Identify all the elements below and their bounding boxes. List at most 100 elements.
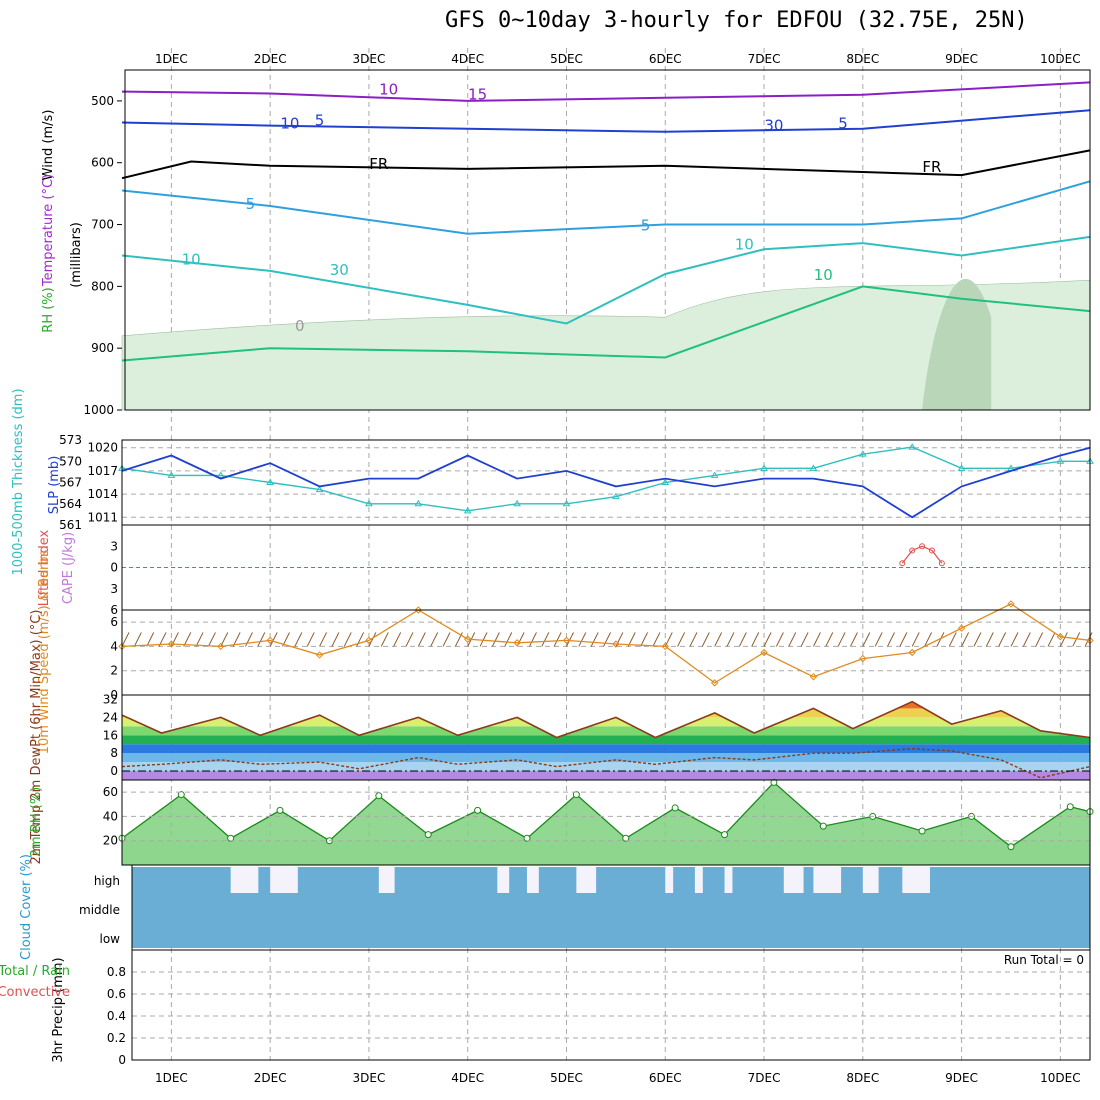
wind-barb xyxy=(763,632,772,647)
wind-speed-point xyxy=(1007,600,1015,608)
rh-tick-label: 20 xyxy=(103,834,118,848)
wind-barb xyxy=(578,632,587,647)
date-label-bottom: 2DEC xyxy=(254,1071,287,1085)
wind-barb xyxy=(430,632,439,647)
wind-barb xyxy=(1059,632,1068,647)
cloud-level-label: high xyxy=(94,874,120,888)
wind-barb xyxy=(973,632,982,647)
cape-point xyxy=(928,547,935,554)
thickness-point xyxy=(611,492,620,500)
wind-barb xyxy=(417,632,426,647)
cloud-level-label: middle xyxy=(79,903,120,917)
wind-barb xyxy=(677,632,686,647)
date-label-top: 5DEC xyxy=(550,52,583,66)
wind-barb xyxy=(603,632,611,647)
date-label-bottom: 7DEC xyxy=(748,1071,781,1085)
cloud-gap xyxy=(497,867,510,893)
wind-speed-point xyxy=(859,654,867,663)
wind-barb xyxy=(738,632,747,647)
thickness-point xyxy=(858,450,867,457)
dewpoint-line xyxy=(121,747,1091,779)
temp-tick-label: 8 xyxy=(110,746,118,760)
wind-barb xyxy=(479,632,488,647)
wind-barb xyxy=(714,632,723,647)
li-ylabel: Lifted Index xyxy=(37,529,52,606)
wind-barb xyxy=(812,632,821,647)
isotherm-line xyxy=(121,235,1091,325)
thickness-point xyxy=(315,485,324,493)
wind-barb xyxy=(146,632,155,647)
temp-color-band xyxy=(122,753,1090,763)
thickness-tick-label: 561 xyxy=(59,518,82,532)
cloud-gap xyxy=(902,867,930,893)
wind-ylabel: Wind (m/s) xyxy=(41,110,56,181)
slp-tick-label: 1014 xyxy=(87,487,118,501)
wind-tick-label: 4 xyxy=(110,639,118,653)
wind-barb xyxy=(751,632,760,647)
rh-point xyxy=(227,834,235,842)
wind-barb xyxy=(874,632,883,647)
pressure-tick-label: 900 xyxy=(91,341,114,355)
panel-frame xyxy=(131,949,1091,1061)
cloud-ylabel: Cloud Cover (%) xyxy=(19,854,34,960)
wind-speed-point xyxy=(957,624,966,632)
date-label-top: 4DEC xyxy=(451,52,484,66)
rh-area xyxy=(122,782,1090,865)
rh-point xyxy=(523,834,531,842)
wind-barb xyxy=(924,632,932,647)
slp-tick-label: 1017 xyxy=(87,464,118,478)
cloud-gap xyxy=(230,867,259,893)
wind-barb xyxy=(825,632,834,647)
wind-barb xyxy=(566,632,574,647)
wind-barb xyxy=(800,632,809,647)
thickness-point xyxy=(562,499,571,507)
temp-tick-label: 32 xyxy=(103,692,118,706)
pressure-ylabel: (millibars) xyxy=(69,222,84,288)
wind-barb xyxy=(319,632,327,647)
date-label-bottom: 4DEC xyxy=(451,1071,484,1085)
li-tick-label: 3 xyxy=(110,539,118,553)
wind-barb xyxy=(269,632,278,647)
panel-frame xyxy=(121,609,1091,696)
date-label-top: 1DEC xyxy=(155,52,188,66)
wind-speed-point xyxy=(266,636,274,645)
rh-tick-label: 40 xyxy=(103,809,118,823)
wind-barb xyxy=(207,632,216,647)
thickness-point xyxy=(266,478,275,485)
wind-barb xyxy=(529,632,537,647)
wind-barb xyxy=(491,632,500,647)
wind-barb xyxy=(936,632,945,647)
wind-barb xyxy=(948,632,957,647)
wind-barb xyxy=(257,632,266,647)
wind-speed-point xyxy=(365,636,373,645)
precip-tick-label: 0.8 xyxy=(107,965,126,979)
cloud-gap xyxy=(576,867,597,893)
temp-line xyxy=(121,700,1091,739)
contour-label: FR xyxy=(922,158,941,176)
wind-barb xyxy=(245,632,253,647)
wind-speed-point xyxy=(760,648,768,657)
rh-point xyxy=(918,827,926,835)
wind-barb xyxy=(911,632,920,647)
wind-tick-label: 6 xyxy=(110,615,118,629)
wind-barb xyxy=(380,632,389,647)
date-label-top: 8DEC xyxy=(846,52,879,66)
cloud-gap xyxy=(270,867,298,893)
slp-tick-label: 1011 xyxy=(87,510,118,524)
rh-point xyxy=(819,822,827,830)
rh-ylabel: RH (%) xyxy=(41,287,56,332)
thickness-ylabel: 1000-500mb Thickness (dm) xyxy=(11,388,26,575)
pressure-tick-label: 1000 xyxy=(83,403,114,417)
temp-color-band xyxy=(122,701,1090,709)
wind-barb xyxy=(985,632,994,647)
wind-barb xyxy=(701,632,710,647)
wind-speed-point xyxy=(217,642,225,651)
chart-marks: 1DEC 1DEC 2DEC 2DEC 3DEC 3DEC 4DEC 4DEC 5DEC 5DEC… xyxy=(59,48,1094,1085)
rh-point xyxy=(622,834,630,842)
date-label-top: 10DEC xyxy=(1040,52,1080,66)
wind-barb xyxy=(1022,632,1031,647)
date-label-top: 7DEC xyxy=(748,52,781,66)
precip-ylabel: 3hr Precip (mm) xyxy=(51,957,66,1062)
date-label-top: 9DEC xyxy=(945,52,978,66)
